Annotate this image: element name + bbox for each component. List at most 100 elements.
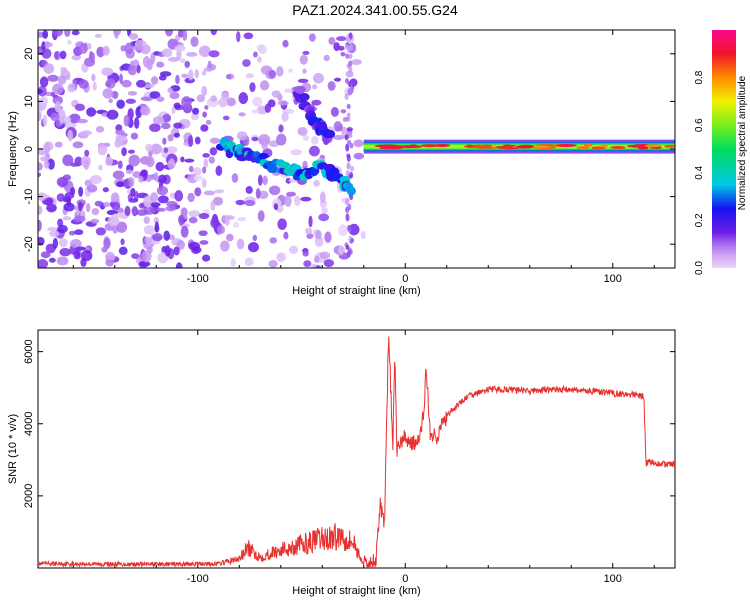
- spectrogram-blob: [247, 241, 259, 253]
- spectrogram-blob: [319, 251, 331, 260]
- spectrogram-streak-blob: [323, 136, 330, 146]
- spectrogram-blob: [244, 199, 256, 207]
- spectrogram-field: [38, 30, 675, 268]
- spectrogram-blob: [111, 90, 119, 99]
- spectrogram-blob: [124, 42, 134, 55]
- spectrogram-blob: [306, 233, 314, 239]
- spectrogram-blob: [212, 196, 224, 206]
- spectrogram-blob: [38, 172, 42, 177]
- spectrogram-blob: [103, 237, 111, 250]
- spectrogram-blob: [337, 45, 345, 51]
- spectrogram-blob: [346, 154, 351, 162]
- spectrogram-blob: [346, 127, 353, 132]
- spectrogram-blob: [188, 210, 201, 217]
- spectrogram-blob: [284, 88, 294, 93]
- spectrogram-blob: [258, 134, 271, 146]
- spectrogram-blob: [277, 218, 287, 230]
- spectrogram-blob: [167, 87, 174, 94]
- colorbar: [712, 30, 736, 268]
- spectrogram-blob: [83, 159, 90, 171]
- spectrogram-blob: [158, 75, 167, 81]
- spectrogram-x-tick-label: 0: [402, 273, 408, 285]
- spectrogram-blob: [283, 231, 289, 240]
- spectrogram-blob: [338, 224, 348, 236]
- spectrogram-blob: [344, 134, 349, 141]
- spectrogram-blob: [71, 30, 80, 36]
- spectrogram-blob: [349, 171, 354, 179]
- spectrogram-blob: [264, 103, 272, 113]
- spectrogram-blob: [210, 95, 217, 102]
- spectrogram-blob: [38, 219, 42, 232]
- spectrogram-blob: [238, 92, 249, 105]
- spectrogram-blob: [324, 231, 332, 243]
- spectrogram-blob: [132, 45, 144, 51]
- tone-peak: [529, 145, 551, 149]
- snr-y-tick-label: 6000: [23, 339, 35, 363]
- spectrogram-blob: [184, 60, 191, 68]
- spectrogram-blob: [110, 192, 120, 204]
- spectrogram-blob: [255, 188, 261, 199]
- spectrogram-blob: [78, 43, 88, 54]
- spectrogram-blob: [173, 246, 180, 256]
- spectrogram-blob: [345, 244, 350, 250]
- spectrogram-blob: [344, 78, 349, 84]
- spectrogram-blob: [348, 133, 353, 138]
- spectrogram-blob: [108, 98, 113, 104]
- spectrogram-blob: [136, 64, 141, 74]
- spectrogram-blob: [39, 96, 48, 107]
- spectrogram-blob: [157, 252, 169, 264]
- spectrogram-blob: [85, 202, 91, 213]
- spectrogram-blob: [131, 253, 140, 260]
- spectrogram-blob: [173, 132, 181, 138]
- tone-peak: [610, 145, 626, 149]
- spectrogram-y-tick-label: -10: [23, 189, 35, 205]
- spectrogram-blob: [243, 32, 254, 40]
- spectrogram-blob: [261, 142, 269, 150]
- spectrogram-blob: [346, 250, 351, 258]
- spectrogram-blob: [178, 214, 185, 226]
- spectrogram-blob: [68, 230, 76, 236]
- spectrogram-blob: [175, 262, 183, 268]
- spectrogram-blob: [143, 216, 151, 225]
- spectrogram-blob: [257, 174, 263, 186]
- spectrogram-x-tick-label: -100: [187, 273, 209, 285]
- spectrogram-blob: [101, 67, 114, 77]
- spectrogram-blob: [38, 88, 43, 95]
- spectrogram-blob: [125, 98, 137, 104]
- spectrogram-blob: [149, 91, 161, 99]
- spectrogram-blob: [125, 169, 133, 175]
- spectrogram-blob: [175, 74, 180, 85]
- spectrogram-blob: [138, 176, 144, 183]
- spectrogram-blob: [53, 51, 60, 60]
- tone-peak: [664, 144, 675, 148]
- spectrogram-blob: [188, 216, 198, 224]
- spectrogram-blob: [152, 233, 163, 242]
- tone-peak: [583, 143, 593, 147]
- spectrogram-blob: [312, 72, 324, 84]
- spectrogram-blob: [138, 260, 151, 267]
- spectrogram-blob: [323, 54, 330, 62]
- spectrogram-blob: [47, 74, 59, 82]
- spectrogram-blob: [127, 149, 136, 154]
- spectrogram-blob: [71, 54, 82, 61]
- spectrogram-blob: [319, 191, 326, 204]
- spectrogram-blob: [251, 136, 259, 142]
- spectrogram-blob: [300, 196, 312, 202]
- spectrogram-blob: [181, 73, 189, 79]
- snr-x-axis-label: Height of straight line (km): [292, 585, 420, 597]
- spectrogram-blob: [139, 106, 151, 116]
- spectrogram-blob: [311, 263, 317, 268]
- spectrogram-blob: [67, 40, 72, 45]
- spectrogram-blob: [120, 45, 127, 52]
- tone-peak: [644, 144, 662, 148]
- spectrogram-blob: [167, 159, 176, 170]
- spectrogram-blob: [40, 156, 49, 162]
- spectrogram-blob: [146, 156, 155, 168]
- spectrogram-blob: [74, 229, 84, 236]
- spectrogram-blob: [349, 142, 354, 149]
- spectrogram-blob: [76, 118, 88, 124]
- spectrogram-blob: [348, 53, 353, 60]
- spectrogram-blob: [271, 90, 281, 98]
- spectrogram-blob: [165, 205, 177, 212]
- spectrogram-blob: [128, 32, 139, 40]
